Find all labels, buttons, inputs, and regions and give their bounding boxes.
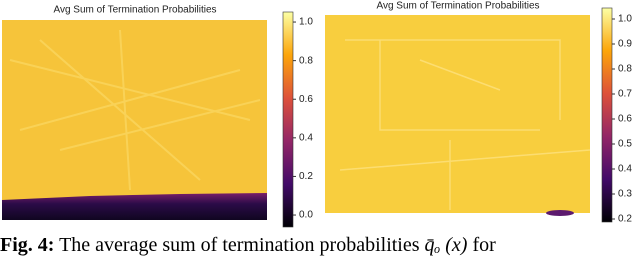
tick-label: 0.4 — [299, 132, 313, 143]
tick-label: 0.8 — [299, 55, 313, 66]
colorbar — [601, 7, 613, 223]
tick-label: 0.6 — [299, 94, 313, 105]
caption-tail: for — [472, 234, 496, 256]
panel-title: Avg Sum of Termination Probabilities — [376, 1, 539, 12]
dark-spot — [546, 210, 574, 216]
tick-label: 0.3 — [618, 189, 632, 200]
tick-label: 0.2 — [618, 214, 632, 225]
heatmap — [2, 20, 267, 220]
colorbar — [282, 11, 294, 228]
tick-label: 0.7 — [618, 89, 632, 100]
tick-label: 0.2 — [299, 171, 313, 182]
tick-label: 1.0 — [618, 14, 632, 25]
caption-text: The average sum of termination probabili… — [59, 234, 420, 256]
figure: Avg Sum of Termination Probabilities Avg… — [2, 1, 632, 228]
tick-label: 0.0 — [299, 210, 313, 221]
panel-title: Avg Sum of Termination Probabilities — [53, 5, 216, 16]
caption-math: q̄ₒ (x) — [424, 234, 468, 256]
dark-band — [2, 193, 267, 220]
tick-label: 1.0 — [299, 17, 313, 28]
caption: Fig. 4: The average sum of termination p… — [0, 234, 640, 257]
tick-label: 0.8 — [618, 64, 632, 75]
texture — [339, 39, 591, 210]
tick-label: 0.9 — [618, 39, 632, 50]
heatmap — [325, 15, 590, 213]
tick-label: 0.5 — [618, 139, 632, 150]
tick-label: 0.4 — [618, 164, 632, 175]
caption-label: Fig. 4: — [0, 234, 55, 256]
texture — [9, 29, 261, 191]
tick-label: 0.6 — [618, 114, 632, 125]
